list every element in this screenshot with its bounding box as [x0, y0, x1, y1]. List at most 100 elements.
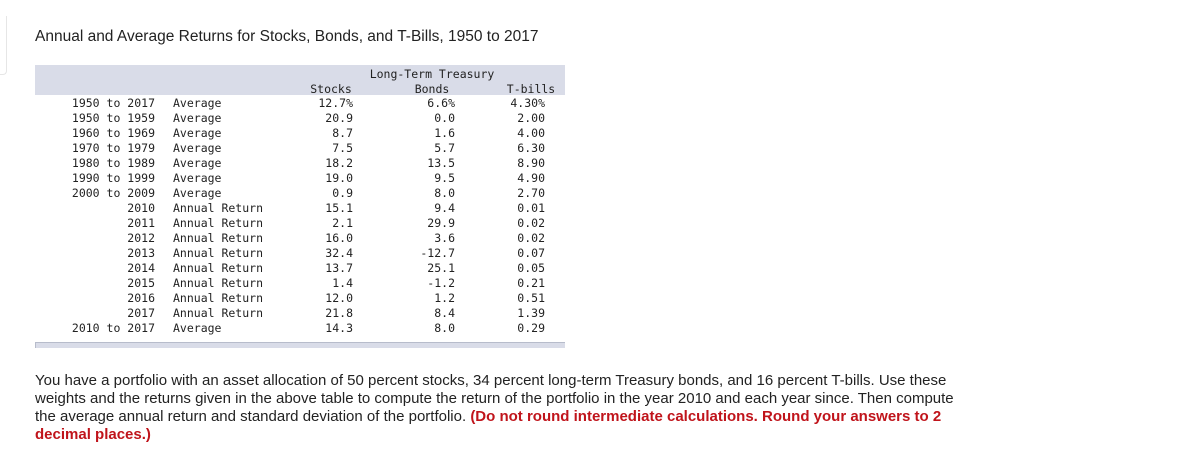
- row-stocks: 8.7: [332, 126, 353, 140]
- row-bonds: 9.4: [434, 201, 455, 215]
- table-row: 2017 Annual Return 21.8 8.4 1.39: [35, 306, 565, 321]
- row-period: 2014: [127, 261, 155, 275]
- row-bonds: 8.4: [434, 306, 455, 320]
- returns-table: Stocks Long-Term Treasury Bonds T-bills …: [35, 65, 565, 348]
- table-body: 1950 to 2017 Average 12.7% 6.6% 4.30% 1950 to…: [35, 95, 565, 342]
- row-period: 1990 to 1999: [71, 171, 155, 185]
- row-stocks: 12.0: [325, 291, 353, 305]
- row-label: Average: [173, 96, 222, 110]
- row-label: Annual Return: [173, 276, 264, 290]
- row-period: 2000 to 2009: [71, 186, 155, 200]
- row-period: 2012: [127, 231, 155, 245]
- row-label: Annual Return: [173, 216, 264, 230]
- row-stocks: 21.8: [325, 306, 353, 320]
- row-tbills: 4.30%: [510, 96, 545, 110]
- row-tbills: 2.70: [517, 186, 545, 200]
- row-tbills: 0.02: [517, 216, 545, 230]
- row-label: Average: [173, 321, 222, 335]
- question-text: You have a portfolio with an asset alloc…: [35, 372, 965, 444]
- row-stocks: 18.2: [325, 156, 353, 170]
- table-row: 2014 Annual Return 13.7 25.1 0.05: [35, 261, 565, 276]
- table-row: 1960 to 1969 Average 8.7 1.6 4.00: [35, 126, 565, 141]
- row-tbills: 0.21: [517, 276, 545, 290]
- row-stocks: 19.0: [325, 171, 353, 185]
- row-stocks: 2.1: [332, 216, 353, 230]
- row-label: Annual Return: [173, 201, 264, 215]
- header-bonds-line1: Long-Term Treasury: [369, 67, 495, 81]
- row-period: 2010 to 2017: [71, 321, 155, 335]
- row-period: 1950 to 1959: [71, 111, 155, 125]
- row-label: Average: [173, 141, 222, 155]
- row-stocks: 0.9: [332, 186, 353, 200]
- question-body: You have a portfolio with an asset alloc…: [35, 372, 954, 425]
- row-label: Annual Return: [173, 306, 264, 320]
- row-bonds: 3.6: [434, 231, 455, 245]
- row-label: Annual Return: [173, 246, 264, 260]
- row-bonds: 5.7: [434, 141, 455, 155]
- row-tbills: 0.02: [517, 231, 545, 245]
- table-row: 1990 to 1999 Average 19.0 9.5 4.90: [35, 171, 565, 186]
- row-bonds: 29.9: [427, 216, 455, 230]
- table-row: 2012 Annual Return 16.0 3.6 0.02: [35, 231, 565, 246]
- table-row: 2011 Annual Return 2.1 29.9 0.02: [35, 216, 565, 231]
- row-label: Annual Return: [173, 231, 264, 245]
- row-stocks: 32.4: [325, 246, 353, 260]
- row-tbills: 6.30: [517, 141, 545, 155]
- table-row: 1950 to 2017 Average 12.7% 6.6% 4.30%: [35, 96, 565, 111]
- table-title: Annual and Average Returns for Stocks, B…: [35, 28, 539, 45]
- row-stocks: 12.7%: [318, 96, 353, 110]
- row-bonds: 13.5: [427, 156, 455, 170]
- header-bonds-line2: Bonds: [414, 82, 450, 96]
- row-tbills: 0.07: [517, 246, 545, 260]
- row-tbills: 0.05: [517, 261, 545, 275]
- row-period: 1980 to 1989: [71, 156, 155, 170]
- table-row: 2015 Annual Return 1.4 -1.2 0.21: [35, 276, 565, 291]
- row-label: Average: [173, 111, 222, 125]
- table-row: 1970 to 1979 Average 7.5 5.7 6.30: [35, 141, 565, 156]
- row-bonds: -12.7: [420, 246, 455, 260]
- row-period: 2016: [127, 291, 155, 305]
- row-stocks: 15.1: [325, 201, 353, 215]
- row-tbills: 0.01: [517, 201, 545, 215]
- row-period: 2017: [127, 306, 155, 320]
- row-bonds: 1.2: [434, 291, 455, 305]
- table-row: 1950 to 1959 Average 20.9 0.0 2.00: [35, 111, 565, 126]
- row-bonds: 9.5: [434, 171, 455, 185]
- row-stocks: 1.4: [332, 276, 353, 290]
- row-period: 2011: [127, 216, 155, 230]
- row-period: 2015: [127, 276, 155, 290]
- row-bonds: 1.6: [434, 126, 455, 140]
- row-tbills: 1.39: [517, 306, 545, 320]
- table-row: 2013 Annual Return 32.4 -12.7 0.07: [35, 246, 565, 261]
- row-tbills: 0.29: [517, 321, 545, 335]
- row-stocks: 14.3: [325, 321, 353, 335]
- row-tbills: 4.00: [517, 126, 545, 140]
- row-stocks: 7.5: [332, 141, 353, 155]
- left-edge-tab: [0, 16, 7, 75]
- row-label: Annual Return: [173, 291, 264, 305]
- row-label: Average: [173, 156, 222, 170]
- row-bonds: 8.0: [434, 321, 455, 335]
- row-stocks: 13.7: [325, 261, 353, 275]
- row-label: Average: [173, 186, 222, 200]
- table-row: 2010 to 2017 Average 14.3 8.0 0.29: [35, 321, 565, 336]
- table-row: 1980 to 1989 Average 18.2 13.5 8.90: [35, 156, 565, 171]
- row-period: 1960 to 1969: [71, 126, 155, 140]
- row-label: Average: [173, 171, 222, 185]
- row-label: Average: [173, 126, 222, 140]
- row-bonds: 0.0: [434, 111, 455, 125]
- row-period: 1950 to 2017: [71, 96, 155, 110]
- row-tbills: 4.90: [517, 171, 545, 185]
- table-row: 2000 to 2009 Average 0.9 8.0 2.70: [35, 186, 565, 201]
- table-row: 2010 Annual Return 15.1 9.4 0.01: [35, 201, 565, 216]
- row-period: 2013: [127, 246, 155, 260]
- row-bonds: -1.2: [427, 276, 455, 290]
- header-stocks: Stocks: [310, 82, 352, 96]
- row-bonds: 25.1: [427, 261, 455, 275]
- row-label: Annual Return: [173, 261, 264, 275]
- row-bonds: 8.0: [434, 186, 455, 200]
- row-period: 1970 to 1979: [71, 141, 155, 155]
- header-tbills: T-bills: [506, 82, 556, 96]
- table-header: Stocks Long-Term Treasury Bonds T-bills: [35, 65, 565, 96]
- row-stocks: 20.9: [325, 111, 353, 125]
